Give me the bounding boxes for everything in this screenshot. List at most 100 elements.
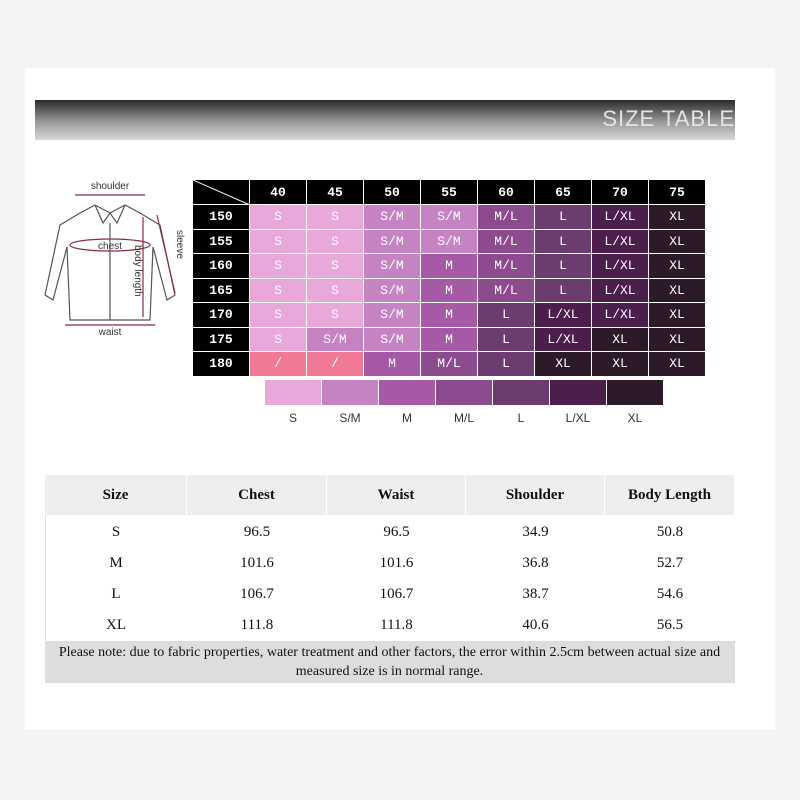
size-cell: S/M	[364, 303, 421, 328]
size-cell: L	[478, 327, 535, 352]
table-cell: 96.5	[243, 524, 271, 540]
size-cell: S	[307, 303, 364, 328]
legend-swatch	[436, 380, 492, 405]
table-cell: 111.8	[380, 617, 413, 633]
size-cell: L	[478, 352, 535, 377]
table-header: Chest	[187, 475, 327, 515]
size-cell: S/M	[364, 254, 421, 279]
size-cell: M	[421, 278, 478, 303]
label-chest: chest	[98, 241, 122, 252]
label-sleeve: sleeve	[174, 230, 185, 259]
size-cell: XL	[649, 229, 706, 254]
row-header: 155	[193, 229, 250, 254]
size-cell: /	[250, 352, 307, 377]
table-cell: 106.7	[379, 586, 414, 602]
legend-label: S/M	[339, 411, 361, 425]
row-header: 160	[193, 254, 250, 279]
legend-label: M/L	[453, 411, 474, 425]
size-cell: S	[250, 205, 307, 230]
size-cell: L/XL	[535, 303, 592, 328]
size-cell: XL	[649, 303, 706, 328]
table-cell: 54.6	[656, 586, 684, 602]
size-cell: XL	[649, 327, 706, 352]
legend-swatch	[493, 380, 549, 405]
legend-label: XL	[627, 411, 643, 425]
size-cell: L/XL	[592, 254, 649, 279]
size-cell: S	[250, 303, 307, 328]
table-header: Size	[45, 475, 187, 515]
size-cell: S/M	[307, 327, 364, 352]
legend-label: S	[288, 411, 297, 425]
table-cell: S	[111, 524, 121, 540]
size-cell: S	[307, 278, 364, 303]
size-cell: S/M	[364, 278, 421, 303]
size-cell: M/L	[478, 229, 535, 254]
size-cell: XL	[649, 254, 706, 279]
size-cell: M	[364, 352, 421, 377]
size-cell: L	[535, 205, 592, 230]
column-header: 60	[478, 180, 535, 205]
size-cell: M	[421, 254, 478, 279]
table-cell: 34.9	[522, 524, 549, 540]
legend-label: M	[402, 411, 412, 425]
table-header: Body Length	[605, 475, 735, 515]
table-note: Please note: due to fabric properties, w…	[45, 641, 735, 683]
size-cell: /	[307, 352, 364, 377]
legend-swatch	[265, 380, 321, 405]
legend-swatch	[550, 380, 606, 405]
legend-swatch	[607, 380, 663, 405]
size-cell: S	[307, 254, 364, 279]
row-header: 175	[193, 327, 250, 352]
size-cell: L	[535, 254, 592, 279]
column-header: 55	[421, 180, 478, 205]
row-header: 170	[193, 303, 250, 328]
diagonal	[193, 179, 249, 205]
table-cell: 56.5	[656, 617, 684, 633]
table-cell: 36.8	[522, 555, 549, 571]
label-body-length: body length	[132, 245, 143, 297]
size-cell: S/M	[421, 205, 478, 230]
size-cell: S	[250, 278, 307, 303]
size-cell: L/XL	[592, 278, 649, 303]
table-cell: 52.7	[656, 555, 684, 571]
legend-swatch	[322, 380, 378, 405]
row-header: 150	[193, 205, 250, 230]
legend-label: L	[517, 411, 525, 425]
note-text: Please note: due to fabric properties, w…	[58, 645, 721, 679]
row-header: 165	[193, 278, 250, 303]
table-cell: 40.6	[522, 617, 549, 633]
size-cell: L/XL	[592, 205, 649, 230]
table-cell: 101.6	[379, 555, 414, 571]
table-cell: 50.8	[656, 524, 684, 540]
table-header: Shoulder	[466, 475, 605, 515]
column-header: 50	[364, 180, 421, 205]
label-waist: waist	[98, 327, 122, 338]
column-header: 40	[250, 180, 307, 205]
table-cell: 38.7	[522, 586, 549, 602]
legend-label: L/XL	[565, 411, 591, 425]
size-cell: XL	[535, 352, 592, 377]
size-cell: M	[421, 303, 478, 328]
size-cell: S	[307, 205, 364, 230]
size-cell: M/L	[478, 254, 535, 279]
table-cell: 106.7	[240, 586, 274, 602]
label-shoulder: shoulder	[91, 181, 130, 192]
shirt-diagram: shoulder chest waist sleeve body length	[44, 181, 185, 338]
size-cell: L	[478, 303, 535, 328]
size-cell: XL	[649, 278, 706, 303]
header-title: SIZE TABLE	[602, 106, 735, 131]
table-cell: 96.5	[383, 524, 410, 540]
size-cell: L/XL	[592, 229, 649, 254]
size-cell: L	[535, 229, 592, 254]
table-cell: L	[111, 586, 121, 602]
header-bar	[35, 100, 735, 140]
size-cell: S	[250, 327, 307, 352]
size-cell: M/L	[478, 278, 535, 303]
size-cell: XL	[592, 327, 649, 352]
size-cell: XL	[592, 352, 649, 377]
size-cell: M/L	[421, 352, 478, 377]
size-cell: S/M	[364, 229, 421, 254]
column-header: 70	[592, 180, 649, 205]
table-header: Waist	[327, 475, 466, 515]
